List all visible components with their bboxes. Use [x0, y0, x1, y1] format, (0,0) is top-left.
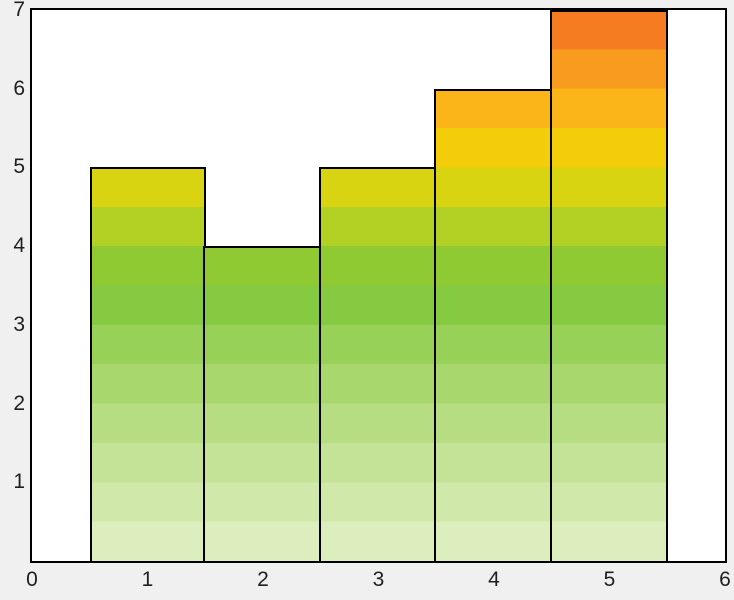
y-tick-label-3: 3: [13, 312, 25, 336]
y-tick-label-1: 1: [13, 470, 25, 494]
x-tick-label-4: 4: [488, 568, 500, 591]
bar-x4: [434, 89, 552, 561]
x-tick-label-3: 3: [372, 568, 385, 591]
y-tick-label-7: 7: [13, 0, 25, 21]
plot-area: [30, 8, 727, 563]
x-tick-label-0: 0: [26, 568, 38, 591]
x-tick-label-5: 5: [603, 568, 616, 591]
bar-x1: [90, 167, 206, 561]
x-tick-label-1: 1: [141, 568, 154, 591]
x-tick-label-6: 6: [719, 568, 731, 591]
y-tick-label-2: 2: [13, 391, 25, 415]
x-tick-label-2: 2: [257, 568, 269, 591]
bar-x5: [550, 10, 668, 561]
bar-x2: [203, 246, 321, 561]
y-tick-label-5: 5: [13, 155, 25, 179]
y-tick-label-6: 6: [13, 76, 25, 100]
bar-x3: [319, 167, 437, 561]
y-tick-label-4: 4: [13, 234, 25, 258]
